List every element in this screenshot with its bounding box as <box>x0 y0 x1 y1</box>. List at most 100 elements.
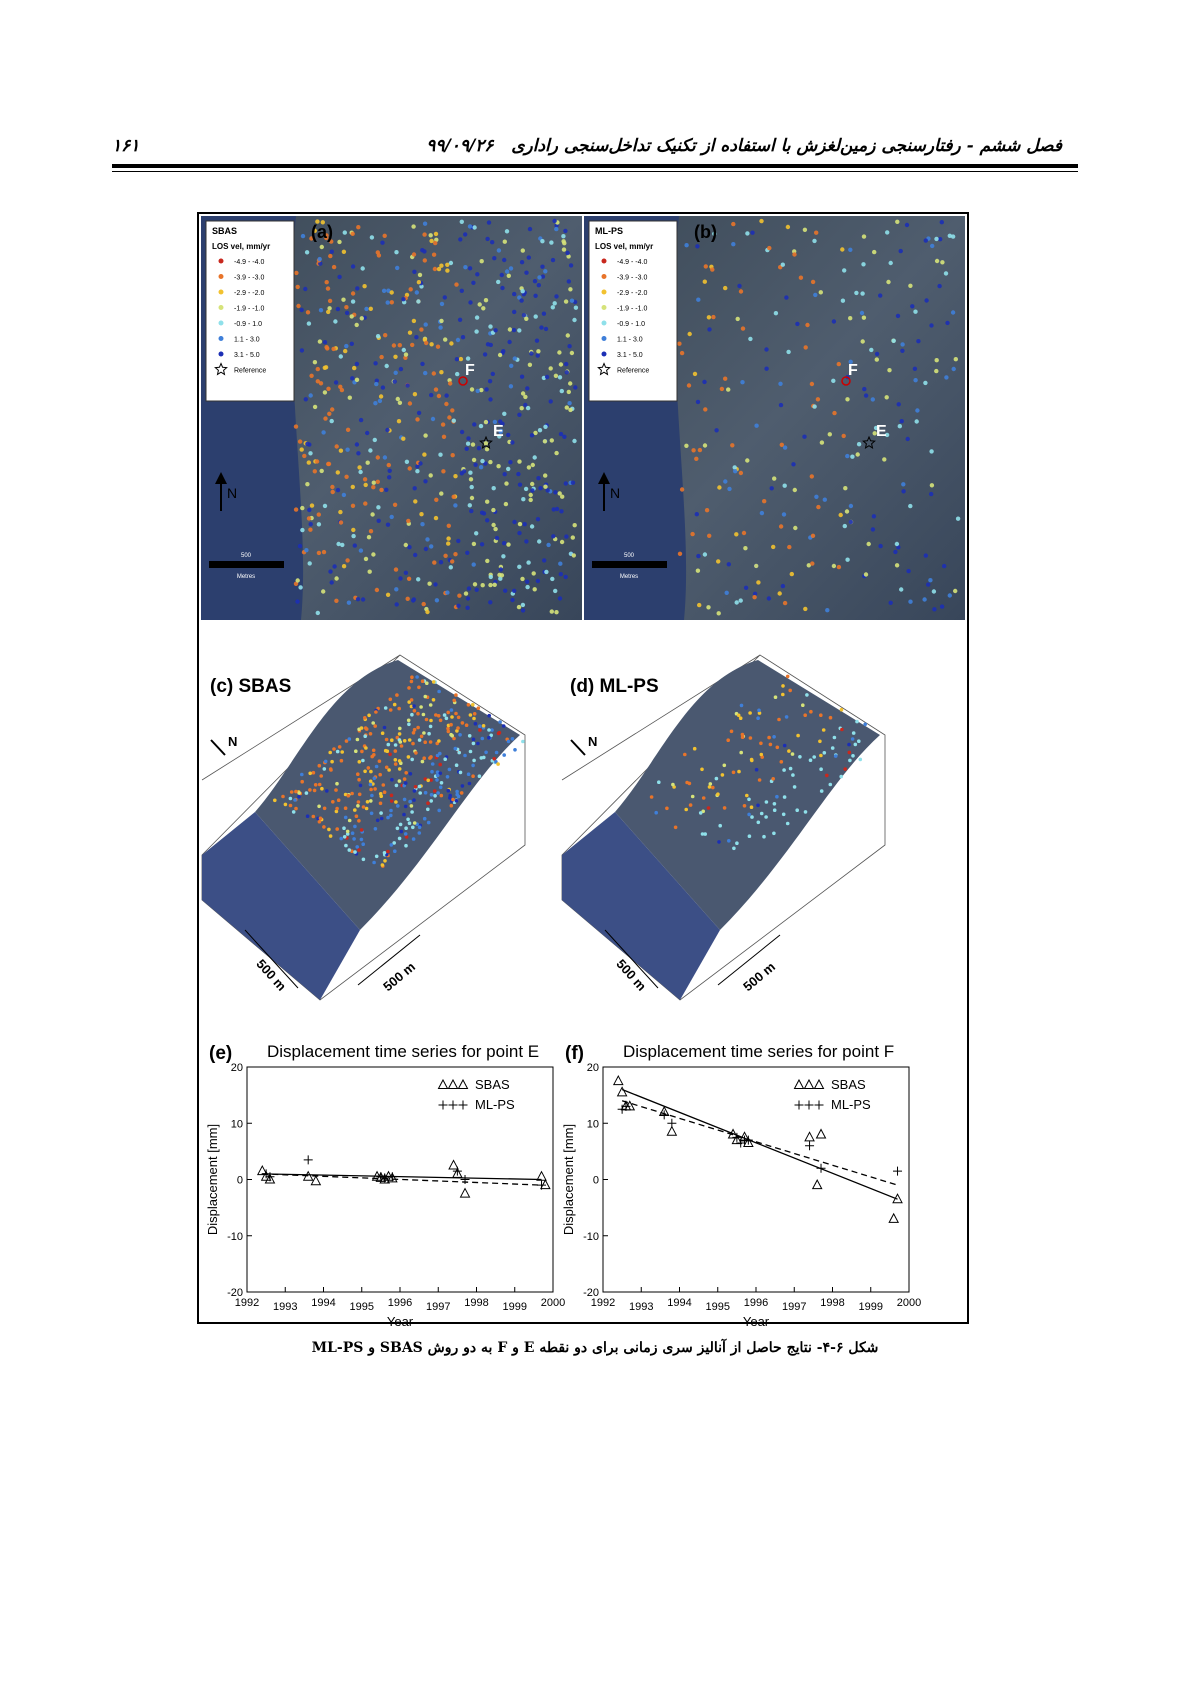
scatterer <box>706 315 712 320</box>
scatterer <box>440 422 446 427</box>
scatterer <box>382 851 387 855</box>
scatterer <box>792 785 797 789</box>
scatterer <box>472 422 477 427</box>
scatterer <box>288 803 293 808</box>
scatterer <box>403 542 408 548</box>
scatterer <box>496 279 501 285</box>
scatterer <box>357 777 361 782</box>
scatterer <box>732 465 737 470</box>
scatterer <box>831 378 836 383</box>
legend-label: 3.1 - 5.0 <box>617 352 643 359</box>
scatterer <box>403 781 408 785</box>
scatterer <box>466 436 471 441</box>
scatterer <box>428 703 433 707</box>
scatterer <box>507 327 513 332</box>
scatterer <box>816 504 821 510</box>
scatterer <box>362 477 368 482</box>
scatterer <box>351 533 356 539</box>
scatterer <box>924 298 929 303</box>
scatterer <box>273 798 277 803</box>
legend-symbol <box>447 1078 459 1089</box>
scatterer <box>345 427 351 432</box>
scatterer <box>341 249 347 254</box>
scatterer <box>407 401 413 406</box>
scatterer <box>325 789 329 793</box>
scatterer <box>318 816 323 821</box>
y-axis-label: Displacement [mm] <box>561 1124 576 1235</box>
scatterer <box>474 531 479 536</box>
scatterer <box>527 362 533 367</box>
scatterer <box>297 439 303 444</box>
scale-arrow <box>604 929 659 989</box>
scatterer <box>488 459 493 465</box>
scatterer <box>543 473 548 478</box>
scatterer <box>396 419 402 424</box>
scatterer <box>294 806 298 811</box>
y-tick-label: 20 <box>231 1062 243 1074</box>
scatterer <box>801 703 805 707</box>
scatterer <box>789 571 794 577</box>
scatterer <box>385 300 390 305</box>
legend-title: LOS vel, mm/yr <box>212 242 270 251</box>
scatterer <box>798 755 802 759</box>
scatterer <box>534 338 540 343</box>
scatterer <box>363 769 367 774</box>
scatterer <box>334 809 339 814</box>
scatterer <box>482 352 488 357</box>
scatterer <box>364 306 369 312</box>
scatterer <box>454 282 459 287</box>
scatterer <box>771 777 775 781</box>
scatterer <box>543 326 549 332</box>
scatterer <box>913 378 918 383</box>
scatterer <box>717 485 722 490</box>
scatterer <box>677 341 682 346</box>
scatterer <box>433 515 439 521</box>
scatterer <box>299 447 304 452</box>
scatterer <box>309 503 315 508</box>
panel-label: (f) <box>565 1043 584 1064</box>
scatterer <box>416 410 422 416</box>
scatterer <box>906 568 911 574</box>
scatterer <box>899 419 904 424</box>
scatterer <box>385 592 391 597</box>
scatterer <box>330 407 335 412</box>
scatterer <box>358 783 363 788</box>
scatterer <box>341 492 347 498</box>
scatterer <box>354 322 359 328</box>
scatterer <box>335 487 341 493</box>
scatterer <box>571 553 576 558</box>
scatterer <box>792 487 797 493</box>
scatterer <box>695 244 700 249</box>
scatterer <box>778 402 784 408</box>
scatterer <box>858 757 863 762</box>
scatterer <box>322 806 327 811</box>
scatterer <box>341 297 346 302</box>
scatterer <box>410 342 415 348</box>
trend-line <box>621 1100 898 1186</box>
scatterer <box>485 499 490 504</box>
scatterer <box>784 295 789 300</box>
scatterer <box>454 357 460 362</box>
scatterer <box>353 850 357 854</box>
legend-swatch <box>218 305 224 310</box>
scatterer <box>481 306 486 311</box>
scatterer <box>456 538 461 544</box>
scatterer <box>492 757 497 761</box>
scatterer <box>554 610 559 615</box>
scatterer <box>371 748 376 753</box>
scatterer <box>445 590 450 595</box>
scatterer <box>416 280 422 285</box>
panel-label: (e) <box>209 1043 232 1064</box>
legend-symbol <box>794 1100 804 1110</box>
scatterer <box>403 832 408 836</box>
scatterer <box>573 385 578 390</box>
scatterer <box>398 576 403 581</box>
scatterer <box>819 440 825 445</box>
scatterer <box>395 693 399 697</box>
scatterer <box>859 310 865 316</box>
scatterer <box>430 769 434 774</box>
scatterer <box>703 264 708 269</box>
scatterer <box>569 298 575 303</box>
scatterer <box>439 491 444 496</box>
x-tick-label: 1999 <box>503 1301 527 1313</box>
